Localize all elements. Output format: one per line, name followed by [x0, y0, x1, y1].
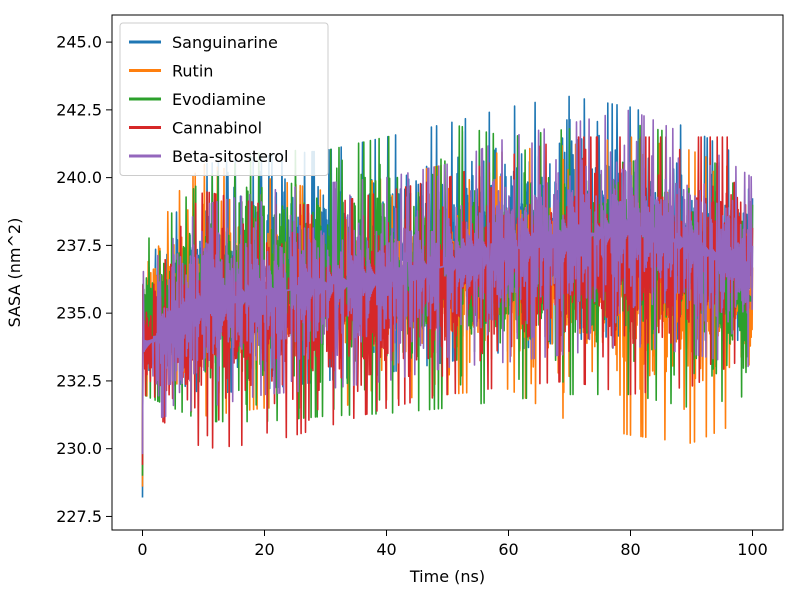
x-tick-label: 20 [254, 540, 274, 559]
legend-box [119, 22, 329, 176]
x-tick-label: 80 [620, 540, 640, 559]
y-tick-label: 227.5 [56, 507, 102, 526]
series-line-beta-sitosterol [141, 109, 754, 455]
y-tick-label: 232.5 [56, 371, 102, 390]
series-layer [141, 95, 754, 498]
y-axis-label: SASA (nm^2) [5, 218, 24, 328]
y-tick-label: 230.0 [56, 439, 102, 458]
y-tick-label: 242.5 [56, 100, 102, 119]
legend: Sanguinarine Rutin Evodiamine Cannabinol Bet… [119, 22, 329, 176]
legend-label-sanguinarine: Sanguinarine [172, 33, 278, 52]
y-axis: 227.5 230.0 232.5 235.0 237.5 240.0 242.5 245.0 [56, 33, 112, 526]
y-tick-label: 245.0 [56, 33, 102, 52]
y-tick-label: 237.5 [56, 236, 102, 255]
x-tick-label: 60 [498, 540, 518, 559]
plot-frame [111, 14, 784, 531]
legend-label-evodiamine: Evodiamine [172, 90, 266, 109]
legend-label-beta-sitosterol: Beta-sitosterol [172, 147, 288, 166]
legend-label-cannabinol: Cannabinol [172, 119, 262, 138]
x-axis: 0 20 40 60 80 100 [137, 530, 768, 559]
y-tick-label: 240.0 [56, 168, 102, 187]
x-tick-label: 0 [137, 540, 147, 559]
x-tick-label: 40 [376, 540, 396, 559]
x-axis-label: Time (ns) [409, 567, 485, 586]
legend-label-rutin: Rutin [172, 62, 213, 81]
y-tick-label: 235.0 [56, 304, 102, 323]
x-tick-label: 100 [737, 540, 768, 559]
